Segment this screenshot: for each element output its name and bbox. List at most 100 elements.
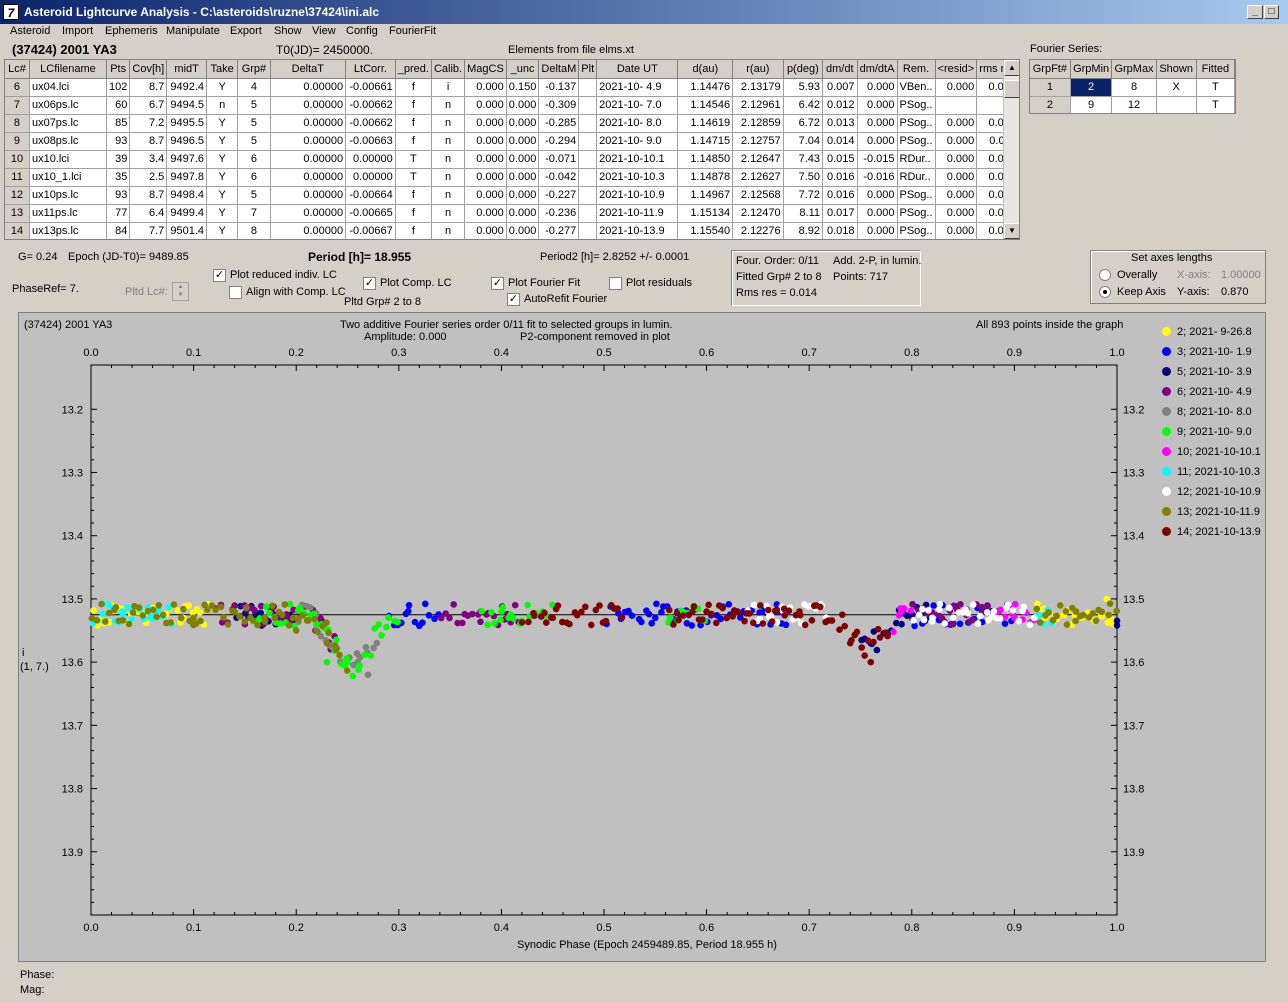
lc-column-header[interactable]: <resid> bbox=[935, 60, 978, 79]
table-cell[interactable]: Y bbox=[206, 78, 239, 97]
table-cell[interactable]: 8.7 bbox=[129, 78, 168, 97]
table-cell[interactable] bbox=[578, 96, 598, 115]
table-cell[interactable]: n bbox=[431, 150, 466, 169]
lightcurve-plot-panel[interactable]: 0.0 0.0 0.1 0.1 0.2 0.2 0.3 0.3 0.4 0.4 0.5 0.5 0.6 0… bbox=[18, 312, 1266, 962]
table-cell[interactable]: 9497.8 bbox=[166, 168, 208, 187]
table-cell[interactable]: 10 bbox=[5, 150, 30, 169]
table-cell[interactable]: 2.5 bbox=[129, 168, 168, 187]
table-cell[interactable]: 9494.5 bbox=[166, 96, 208, 115]
table-cell[interactable]: 1.14619 bbox=[677, 114, 734, 133]
keep-axis-radio[interactable] bbox=[1099, 286, 1111, 298]
table-cell[interactable]: -0.309 bbox=[538, 96, 580, 115]
table-cell[interactable]: 0.00000 bbox=[270, 168, 347, 187]
table-cell[interactable]: 35 bbox=[106, 168, 131, 187]
table-cell[interactable]: 12 bbox=[5, 186, 30, 205]
minimize-button[interactable]: _ bbox=[1247, 5, 1263, 19]
table-cell[interactable]: 9492.4 bbox=[166, 78, 208, 97]
table-cell[interactable]: 2.12859 bbox=[732, 114, 784, 133]
table-cell[interactable]: 9495.5 bbox=[166, 114, 208, 133]
table-cell[interactable]: 1.15134 bbox=[677, 204, 734, 223]
align-comp-checkbox[interactable] bbox=[229, 286, 242, 299]
table-cell[interactable]: 6 bbox=[5, 78, 30, 97]
table-row[interactable]: 7 ux06ps.lc 60 6.7 9494.5 n 5 0.00000 -0.00662 f n… bbox=[5, 96, 1019, 115]
table-cell[interactable]: 1.14850 bbox=[677, 150, 734, 169]
lc-column-header[interactable]: d(au) bbox=[677, 60, 734, 79]
table-cell[interactable]: 0.000 bbox=[857, 96, 898, 115]
table-cell[interactable]: 0.016 bbox=[822, 186, 858, 205]
table-cell[interactable]: PSog.. bbox=[897, 222, 936, 239]
table-cell[interactable]: 0.000 bbox=[464, 222, 507, 239]
lc-column-header[interactable]: dm/dt bbox=[822, 60, 858, 79]
table-cell[interactable]: 6 bbox=[237, 168, 271, 187]
table-cell[interactable]: 5 bbox=[237, 114, 271, 133]
table-cell[interactable]: n bbox=[431, 132, 466, 151]
table-cell[interactable]: -0.00664 bbox=[345, 186, 396, 205]
table-cell[interactable]: T bbox=[395, 150, 432, 169]
table-cell[interactable]: 4 bbox=[237, 78, 271, 97]
table-cell[interactable]: 0.000 bbox=[935, 186, 978, 205]
table-cell[interactable]: ux08ps.lc bbox=[29, 132, 107, 151]
fourier-column-header[interactable]: Shown bbox=[1156, 60, 1197, 79]
table-cell[interactable]: ux10.lci bbox=[29, 150, 107, 169]
table-cell[interactable]: -0.015 bbox=[857, 150, 898, 169]
table-cell[interactable]: -0.00662 bbox=[345, 96, 396, 115]
table-cell[interactable]: Y bbox=[206, 222, 239, 239]
table-cell[interactable]: 8.11 bbox=[783, 204, 824, 223]
table-cell[interactable]: PSog.. bbox=[897, 132, 936, 151]
yaxis-value[interactable]: 0.870 bbox=[1221, 286, 1249, 298]
maximize-button[interactable]: □ bbox=[1264, 5, 1279, 19]
table-cell[interactable]: 5.93 bbox=[783, 78, 824, 97]
table-cell[interactable]: RDur.. bbox=[897, 150, 936, 169]
table-cell[interactable]: 2 bbox=[1070, 78, 1113, 97]
table-cell[interactable]: ux07ps.lc bbox=[29, 114, 107, 133]
table-cell[interactable]: 0.000 bbox=[857, 186, 898, 205]
table-cell[interactable]: 8.7 bbox=[129, 186, 168, 205]
menu-view[interactable]: View bbox=[312, 25, 336, 37]
lightcurve-plot[interactable]: 0.0 0.0 0.1 0.1 0.2 0.2 0.3 0.3 0.4 0.4 0.5 0.5 0.6 0… bbox=[19, 313, 1265, 961]
table-row[interactable]: 11 ux10_1.lci 35 2.5 9497.8 Y 6 0.00000 0.00000 T… bbox=[5, 168, 1019, 187]
table-cell[interactable] bbox=[578, 114, 598, 133]
table-cell[interactable]: 39 bbox=[106, 150, 131, 169]
table-cell[interactable]: -0.294 bbox=[538, 132, 580, 151]
table-cell[interactable]: 2021-10-10.1 bbox=[596, 150, 679, 169]
table-cell[interactable]: 1.14967 bbox=[677, 186, 734, 205]
table-cell[interactable]: Y bbox=[206, 132, 239, 151]
table-cell[interactable]: -0.00663 bbox=[345, 132, 396, 151]
table-cell[interactable]: -0.00665 bbox=[345, 204, 396, 223]
table-cell[interactable]: 0.000 bbox=[857, 204, 898, 223]
table-cell[interactable] bbox=[578, 222, 598, 239]
plot-comp-checkbox[interactable]: ✓ bbox=[363, 277, 376, 290]
table-cell[interactable]: 0.000 bbox=[857, 78, 898, 97]
table-cell[interactable]: -0.227 bbox=[538, 186, 580, 205]
table-cell[interactable]: -0.016 bbox=[857, 168, 898, 187]
table-cell[interactable]: 60 bbox=[106, 96, 131, 115]
table-cell[interactable]: -0.236 bbox=[538, 204, 580, 223]
table-cell[interactable]: 1.14878 bbox=[677, 168, 734, 187]
table-cell[interactable]: 0.000 bbox=[464, 132, 507, 151]
menu-manipulate[interactable]: Manipulate bbox=[166, 25, 220, 37]
table-cell[interactable]: 6.4 bbox=[129, 204, 168, 223]
lc-column-header[interactable]: Grp# bbox=[237, 60, 271, 79]
table-cell[interactable]: 0.00000 bbox=[270, 114, 347, 133]
menu-config[interactable]: Config bbox=[346, 25, 378, 37]
table-row[interactable]: 13 ux11ps.lc 77 6.4 9499.4 Y 7 0.00000 -0.00665 f… bbox=[5, 204, 1019, 223]
table-cell[interactable]: 6 bbox=[237, 150, 271, 169]
table-cell[interactable]: -0.285 bbox=[538, 114, 580, 133]
table-cell[interactable]: n bbox=[431, 114, 466, 133]
table-cell[interactable]: 0.000 bbox=[464, 114, 507, 133]
table-cell[interactable]: ux10ps.lc bbox=[29, 186, 107, 205]
table-cell[interactable]: 0.000 bbox=[857, 114, 898, 133]
table-cell[interactable]: f bbox=[395, 78, 432, 97]
table-cell[interactable]: 0.013 bbox=[822, 114, 858, 133]
lc-column-header[interactable]: MagCS bbox=[464, 60, 507, 79]
table-cell[interactable]: 0.017 bbox=[822, 204, 858, 223]
table-cell[interactable]: 13 bbox=[5, 204, 30, 223]
lc-column-header[interactable]: DeltaM bbox=[538, 60, 580, 79]
table-cell[interactable]: 8 bbox=[1111, 78, 1157, 97]
fourier-column-header[interactable]: GrpMax bbox=[1111, 60, 1157, 79]
table-cell[interactable]: T bbox=[1196, 96, 1235, 113]
table-cell[interactable]: f bbox=[395, 114, 432, 133]
table-cell[interactable]: 2.12961 bbox=[732, 96, 784, 115]
table-cell[interactable]: 0.000 bbox=[935, 222, 978, 239]
table-cell[interactable]: 8 bbox=[5, 114, 30, 133]
